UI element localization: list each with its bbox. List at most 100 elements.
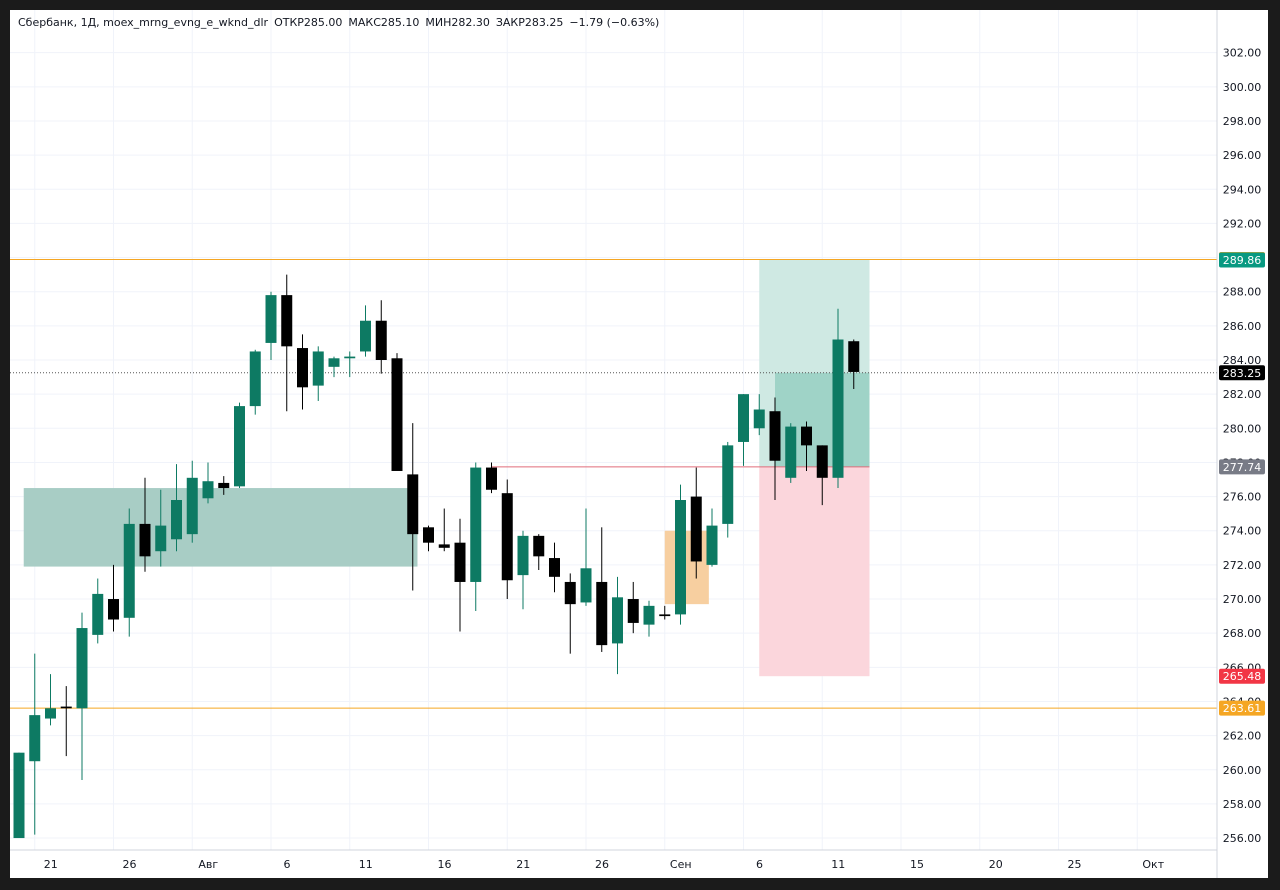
candle [580,508,592,606]
candle [690,467,702,579]
candle [706,508,718,567]
candle-body [580,568,592,603]
candle [627,581,639,634]
x-tick-label: 11 [831,858,845,871]
candle-body [801,426,812,446]
x-tick-label: 15 [910,858,924,871]
candle-body [517,535,529,576]
x-tick-label: 26 [595,858,609,871]
candle [643,600,655,637]
candle-body [423,527,434,543]
candle-body [328,358,340,367]
grid [10,10,1217,850]
price-badge: 265.48 [1219,668,1265,684]
y-tick-label: 298.00 [1223,115,1262,128]
x-tick-label: 20 [989,858,1003,871]
candle [470,462,482,611]
y-tick-label: 292.00 [1223,217,1262,230]
chart-frame: 21 26 Авг 6 11 16 21 26 Сен 6 11 15 20 25 Окт 302.00 30… [10,10,1268,878]
candle [312,346,324,401]
price-badge: 263.61 [1219,700,1265,716]
y-tick-label: 276.00 [1223,491,1262,504]
candle-body [675,500,686,615]
candle [486,462,497,494]
y-tick-label: 268.00 [1223,627,1262,640]
candle [139,477,151,572]
candle-body [832,339,844,478]
price-badge-label: 265.48 [1223,670,1262,683]
price-badge: 289.86 [1219,252,1265,268]
zones [23,259,870,677]
candle [612,576,623,675]
x-tick-label: Окт [1142,858,1164,871]
candle-body [92,593,104,635]
candle [155,489,167,567]
candle-body [470,467,482,582]
candle [234,402,245,489]
legend-symbol[interactable]: Сбербанк, 1Д, moex_mrng_evng_e_wknd_dlr [18,16,269,29]
candle-body [753,409,765,429]
candle-body [234,406,245,487]
candle [76,612,88,780]
candle [265,291,277,360]
candles [13,274,860,839]
price-badge-label: 289.86 [1223,254,1262,267]
candle [423,525,434,552]
symbol-legend: Сбербанк, 1Д, moex_mrng_evng_e_wknd_dlr О… [18,16,665,29]
orange-box [664,530,709,605]
candle-body [186,477,198,535]
candle [801,421,812,471]
candle-body [218,482,230,489]
candle [675,484,686,625]
candle [360,305,371,357]
candle-body [722,445,734,524]
y-tick-label: 288.00 [1223,286,1262,299]
candle [29,653,41,835]
y-tick-label: 272.00 [1223,559,1262,572]
x-tick-label: Сен [670,858,692,871]
x-tick-label: 11 [359,858,373,871]
candle-body [612,597,623,644]
y-tick-label: 282.00 [1223,388,1262,401]
candle-body [29,715,41,762]
y-axis: 302.00300.00298.00296.00294.00292.00290.… [10,10,1261,878]
candle [92,578,104,644]
candle-body [549,558,560,577]
candle-body [454,542,466,582]
candle-body [60,706,72,709]
candle-body [438,544,450,548]
x-tick-label: Авг [198,858,218,871]
y-tick-label: 262.00 [1223,730,1262,743]
y-tick-label: 258.00 [1223,798,1262,811]
candle-body [76,628,88,709]
candle-body [769,411,781,461]
candle [564,573,576,654]
candle [832,308,844,489]
price-badge: 283.25 [1219,365,1265,381]
candle [281,274,293,412]
candle [659,605,671,620]
y-tick-label: 274.00 [1223,525,1262,538]
x-tick-label: 21 [516,858,530,871]
x-tick-label: 26 [123,858,137,871]
price-badge-bg [1219,459,1265,475]
x-tick-label: 6 [284,858,291,871]
candle-body [407,474,419,535]
candle [501,479,513,600]
price-badge: 277.74 [1219,459,1265,475]
legend-open: ОТКР285.00 [274,16,343,29]
candle-body [45,708,56,719]
candle-body [738,394,749,442]
candle-body [155,525,167,552]
candle [722,441,734,538]
x-tick-label: 16 [438,858,452,871]
candle [438,508,450,552]
candle-body [202,481,214,499]
candle-body [596,581,608,646]
y-tick-label: 300.00 [1223,81,1262,94]
candle [45,674,56,726]
price-chart[interactable]: 21 26 Авг 6 11 16 21 26 Сен 6 11 15 20 25 Окт 302.00 30… [10,10,1268,878]
x-axis: 21 26 Авг 6 11 16 21 26 Сен 6 11 15 20 25 Окт [44,858,1165,871]
candle [123,508,135,637]
